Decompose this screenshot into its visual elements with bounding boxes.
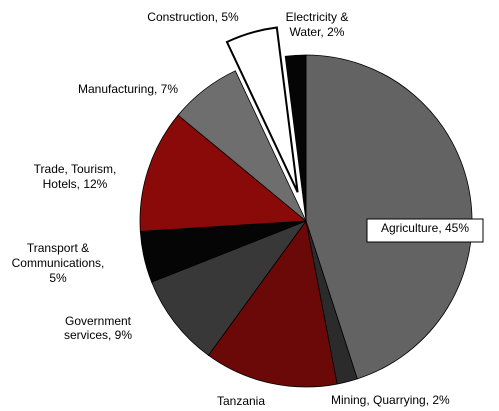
slice-label-line: Communications, bbox=[12, 256, 105, 270]
slice-label-mining-quarrying-2: Mining, Quarrying, 2% bbox=[331, 393, 450, 407]
slice-label-manufacturing-7: Manufacturing, 7% bbox=[78, 82, 178, 96]
chart-subtitle: Tanzania bbox=[217, 394, 265, 408]
slice-label-text: Construction, 5% bbox=[147, 10, 239, 24]
slice-label-text: Electricity & Water, 2% bbox=[286, 10, 349, 39]
slice-label-text: Manufacturing, 7% bbox=[78, 82, 178, 96]
slice-label-text: Trade, Tourism, Hotels, 12% bbox=[34, 162, 117, 191]
slice-label-line: Trade, Tourism, bbox=[34, 162, 117, 176]
slice-label-line: Electricity & bbox=[286, 10, 349, 24]
slice-label-line: 5% bbox=[49, 271, 67, 285]
pie-slice-unlabeled-2 bbox=[207, 220, 338, 388]
pie-slice-manufacturing bbox=[177, 70, 307, 222]
slice-label-transport-communications-5: Transport & Communications, 5% bbox=[12, 241, 105, 285]
slice-label-electricity-water-2: Electricity & Water, 2% bbox=[286, 10, 349, 39]
slice-label-line: Agriculture, 45% bbox=[381, 221, 469, 235]
slice-label-text: Transport & Communications, 5% bbox=[12, 241, 105, 285]
slice-label-text: Agriculture, 45% bbox=[381, 221, 469, 235]
slice-label-trade-tourism-hotels-12: Trade, Tourism, Hotels, 12% bbox=[34, 162, 117, 191]
slice-label-line: Construction, 5% bbox=[147, 10, 239, 24]
pie-labels: Agriculture, 45% Mining, Quarrying, 2% Gov… bbox=[12, 10, 484, 407]
pie-slice-government-services bbox=[151, 220, 308, 356]
pie-slice-electricity-water bbox=[284, 54, 307, 222]
pie-slice-trade-tourism-hotels bbox=[139, 114, 308, 232]
slice-label-text: Mining, Quarrying, 2% bbox=[331, 393, 450, 407]
label-box bbox=[366, 218, 484, 243]
slice-label-line: services, 9% bbox=[64, 328, 132, 342]
pie-slice-construction bbox=[225, 26, 299, 193]
pie-slices bbox=[139, 26, 473, 388]
slice-label-line: Hotels, 12% bbox=[43, 177, 108, 191]
slice-label-text: Government services, 9% bbox=[64, 314, 132, 342]
slice-label-line: Manufacturing, 7% bbox=[78, 82, 178, 96]
slice-label-construction-5: Construction, 5% bbox=[147, 10, 239, 24]
slice-label-line: Government bbox=[65, 314, 132, 328]
slice-label-line: Mining, Quarrying, 2% bbox=[331, 393, 450, 407]
slice-label-line: Transport & bbox=[27, 241, 89, 255]
slice-label-line: Water, 2% bbox=[290, 25, 345, 39]
slice-label-government-services-9: Government services, 9% bbox=[64, 314, 132, 342]
slice-label-agriculture-45: Agriculture, 45% bbox=[366, 218, 484, 243]
pie-slice-agriculture bbox=[305, 54, 473, 380]
